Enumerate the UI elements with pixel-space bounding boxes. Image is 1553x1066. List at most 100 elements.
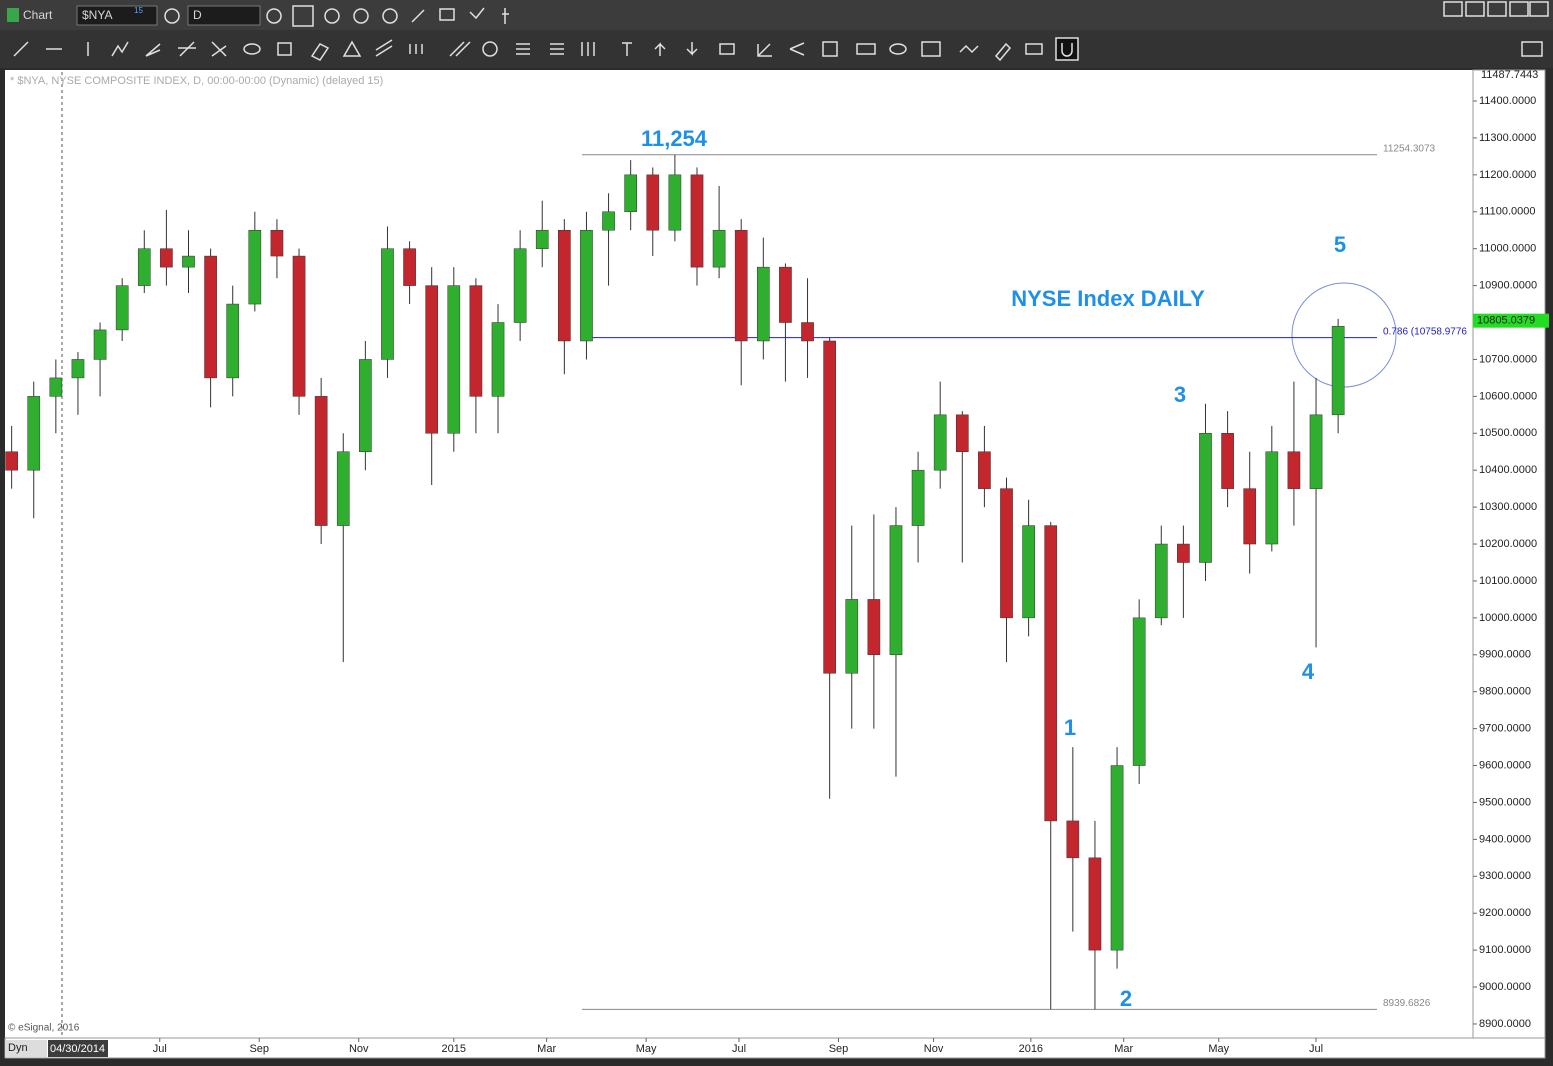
mode-box[interactable]	[5, 1040, 47, 1057]
candle-body	[668, 174, 682, 231]
window-buttons[interactable]	[1443, 1, 1549, 17]
candle-body	[867, 599, 881, 656]
candle-body	[712, 229, 726, 268]
candle-body	[1022, 525, 1035, 619]
y-tick-label: 11200.0000	[1479, 169, 1536, 181]
candle-body	[624, 174, 637, 213]
y-tick-label: 11400.0000	[1479, 95, 1536, 107]
candle-body	[1044, 525, 1058, 822]
x-tick-label: Sep	[249, 1043, 269, 1055]
candle-body	[1243, 488, 1257, 545]
candle-body	[336, 451, 350, 526]
candle-body	[580, 229, 593, 342]
candle-body	[71, 359, 85, 379]
annotation: 2	[1120, 986, 1132, 1011]
x-tick-label: Mar	[1114, 1043, 1133, 1055]
chart-header: * $NYA, NYSE COMPOSITE INDEX, D, 00:00-0…	[10, 75, 383, 87]
candle-body	[1088, 857, 1102, 951]
candle-body	[801, 322, 814, 342]
interval-box[interactable]	[187, 5, 261, 26]
candle-body	[381, 248, 394, 360]
y-tick-label: 9900.0000	[1479, 649, 1531, 661]
candle-body	[204, 255, 217, 379]
y-tick-label: 10600.0000	[1479, 390, 1537, 402]
candle-body	[1154, 543, 1168, 619]
watermark: © eSignal, 2016	[8, 1023, 80, 1034]
symbol-box[interactable]	[76, 5, 158, 26]
last-price-box	[1473, 313, 1549, 328]
x-tick-label: Mar	[537, 1043, 556, 1055]
level-label: 0.786 (10758.9776	[1383, 326, 1467, 337]
candle-body	[911, 469, 925, 526]
y-tick-label: 10300.0000	[1479, 501, 1537, 513]
candle-body	[403, 248, 416, 286]
candle-body	[1331, 325, 1345, 416]
y-tick-label: 9800.0000	[1479, 686, 1531, 698]
symbol: $NYA	[82, 8, 112, 22]
axis-top-value: 11487.7443	[1481, 69, 1538, 81]
candle-body	[248, 229, 262, 305]
candle-body	[1199, 433, 1212, 563]
candle-body	[734, 229, 748, 342]
candle-body	[1309, 414, 1323, 489]
candle-body	[646, 174, 660, 231]
x-tick-label: 2016	[1019, 1043, 1043, 1055]
candle-body	[955, 414, 969, 452]
candle-body	[978, 451, 991, 489]
candle-body	[558, 229, 571, 342]
annotation: 5	[1334, 232, 1346, 257]
x-tick-label: Jul	[732, 1043, 746, 1055]
candle-body	[756, 266, 770, 342]
candle-body	[49, 377, 63, 397]
candle-body	[182, 255, 195, 268]
candle-body	[137, 248, 151, 286]
candle-body	[160, 248, 173, 268]
interval: D	[193, 8, 202, 22]
y-tick-label: 11000.0000	[1479, 243, 1536, 255]
x-tick-label: Sep	[829, 1043, 849, 1055]
x-tick-label: Nov	[924, 1043, 944, 1055]
candle-body	[226, 303, 240, 379]
x-tick-label: 2015	[442, 1043, 466, 1055]
level-label: 11254.3073	[1383, 143, 1436, 154]
candle-body	[690, 174, 704, 268]
candle-body	[823, 340, 836, 674]
candle-body	[889, 525, 903, 656]
candle-body	[1265, 451, 1279, 545]
y-tick-label: 8900.0000	[1479, 1018, 1531, 1030]
y-tick-label: 10400.0000	[1479, 464, 1537, 476]
candle-body	[933, 414, 947, 471]
y-tick-label: 11300.0000	[1479, 132, 1536, 144]
drawing-tools[interactable]	[13, 37, 1543, 62]
candle-body	[27, 396, 41, 471]
y-tick-label: 9200.0000	[1479, 907, 1531, 919]
y-tick-label: 10500.0000	[1479, 427, 1537, 439]
candle-body	[1110, 765, 1124, 951]
x-tick-label: Jul	[153, 1043, 167, 1055]
annotation: NYSE Index DAILY	[1011, 286, 1205, 311]
y-tick-label: 10000.0000	[1479, 612, 1537, 624]
candle-body	[535, 229, 549, 249]
candle-body	[1066, 820, 1080, 859]
candle-body	[5, 451, 18, 471]
candle-body	[447, 285, 461, 434]
y-tick-label: 9600.0000	[1479, 759, 1531, 771]
candle-body	[314, 396, 328, 526]
candle-body	[1221, 433, 1234, 489]
annotation: 3	[1174, 382, 1186, 407]
app-icon	[7, 8, 19, 22]
candle-body	[469, 285, 483, 397]
y-tick-label: 10700.0000	[1479, 353, 1537, 365]
window-title: Chart	[23, 8, 53, 22]
y-tick-label: 10200.0000	[1479, 538, 1537, 550]
candle-body	[779, 266, 792, 323]
candle-body	[602, 211, 615, 231]
top-icons[interactable]	[164, 5, 509, 27]
level-label: 8939.6826	[1383, 998, 1431, 1009]
candle-body	[1132, 617, 1146, 766]
annotation: 4	[1302, 659, 1315, 684]
mode: Dyn	[8, 1042, 28, 1054]
annotation: 1	[1064, 715, 1076, 740]
